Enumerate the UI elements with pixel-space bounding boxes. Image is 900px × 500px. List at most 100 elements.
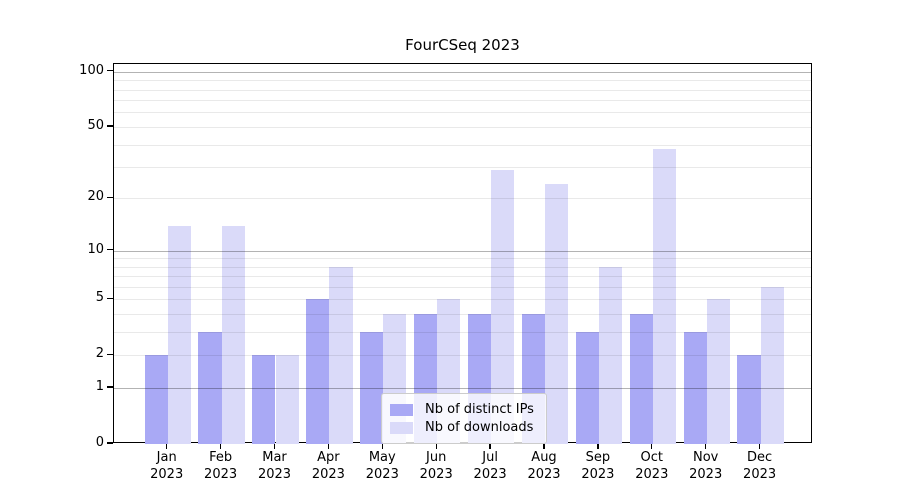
legend-label-distinct-ips: Nb of distinct IPs (425, 402, 534, 417)
bar-distinct-ips-apr (306, 299, 330, 444)
x-tick-label-jun: Jun 2023 (406, 450, 466, 483)
bar-downloads-mar (275, 355, 299, 444)
x-tick-label-dec: Dec 2023 (730, 450, 790, 483)
bar-distinct-ips-jan (144, 355, 168, 444)
gridline-minor-90 (114, 80, 811, 82)
x-tick-month-feb: Feb (209, 450, 233, 465)
y-tick-label-10: 10 (87, 241, 104, 257)
gridline-minor-6 (114, 287, 811, 289)
legend-label-downloads: Nb of downloads (425, 420, 534, 435)
legend: Nb of distinct IPs Nb of downloads (381, 393, 547, 444)
gridline-minor-7 (114, 276, 811, 278)
x-tick-dec (758, 443, 761, 449)
y-tick-label-20: 20 (87, 189, 104, 205)
x-tick-month-aug: Aug (531, 450, 557, 465)
x-tick-label-feb: Feb 2023 (191, 450, 251, 483)
gridline-minor-8 (114, 266, 811, 268)
gridline-minor-20 (114, 198, 811, 200)
chart-title: FourCSeq 2023 (405, 36, 520, 54)
bar-distinct-ips-mar (252, 355, 276, 444)
y-tick-2 (107, 353, 113, 356)
gridline-minor-4 (114, 314, 811, 316)
x-tick-year-nov: 2023 (689, 466, 723, 482)
gridline-major-10 (114, 250, 811, 252)
y-tick-label-50: 50 (87, 117, 104, 133)
x-tick-jun (435, 443, 437, 449)
y-tick-label-0: 0 (95, 435, 104, 450)
y-tick-100 (107, 70, 113, 72)
gridline-major-100 (114, 71, 811, 73)
x-tick-label-mar: Mar 2023 (245, 450, 305, 483)
x-tick-month-jan: Jan (156, 450, 177, 465)
x-tick-year-may: 2023 (365, 466, 399, 482)
x-tick-month-dec: Dec (747, 450, 773, 465)
y-tick-50 (107, 125, 113, 127)
x-tick-aug (543, 443, 545, 449)
gridline-minor-5 (114, 299, 811, 301)
x-tick-month-oct: Oct (640, 450, 664, 465)
x-tick-label-oct: Oct 2023 (622, 450, 682, 483)
plot-area: Nb of distinct IPs Nb of downloads (113, 63, 812, 444)
gridline-minor-2 (114, 355, 811, 357)
gridline-minor-70 (114, 100, 811, 102)
x-tick-label-nov: Nov 2023 (676, 450, 736, 483)
y-tick-label-5: 5 (95, 290, 104, 306)
x-tick-year-aug: 2023 (527, 466, 561, 482)
gridline-minor-9 (114, 258, 811, 260)
bar-distinct-ips-nov (683, 332, 707, 444)
x-tick-mar (273, 443, 276, 449)
bar-distinct-ips-sep (575, 332, 599, 444)
x-tick-jan (166, 443, 168, 449)
x-tick-label-may: May 2023 (352, 450, 412, 483)
x-tick-nov (705, 443, 707, 449)
x-tick-year-jan: 2023 (150, 466, 184, 482)
x-tick-jul (489, 443, 491, 449)
bar-distinct-ips-may (360, 332, 384, 444)
x-tick-year-oct: 2023 (635, 466, 669, 482)
x-tick-month-may: May (368, 450, 396, 465)
x-tick-sep (597, 443, 599, 449)
x-tick-year-jun: 2023 (419, 466, 453, 482)
y-tick-0 (107, 442, 113, 444)
gridline-major-1 (114, 388, 811, 390)
gridline-minor-40 (114, 144, 811, 146)
bar-distinct-ips-dec (737, 355, 761, 444)
bar-downloads-jul (491, 169, 515, 444)
bar-downloads-nov (706, 299, 730, 444)
x-tick-apr (327, 443, 330, 449)
bar-downloads-feb (221, 225, 245, 444)
gridline-minor-60 (114, 112, 811, 114)
x-tick-label-aug: Aug 2023 (514, 450, 574, 483)
bar-downloads-dec (760, 287, 784, 444)
x-tick-month-sep: Sep (585, 450, 611, 465)
y-tick-1 (107, 386, 113, 388)
gridline-minor-3 (114, 332, 811, 334)
x-tick-year-dec: 2023 (743, 466, 777, 482)
x-tick-month-mar: Mar (262, 450, 287, 465)
y-tick-5 (107, 297, 113, 300)
x-tick-month-nov: Nov (693, 450, 719, 465)
gridline-minor-30 (114, 167, 811, 169)
x-tick-year-sep: 2023 (581, 466, 615, 482)
bar-downloads-jan (167, 225, 191, 444)
bar-distinct-ips-oct (629, 314, 653, 444)
x-tick-may (381, 443, 383, 449)
legend-swatch-distinct-ips (390, 403, 413, 416)
x-tick-label-jul: Jul 2023 (460, 450, 520, 483)
y-tick-label-100: 100 (79, 62, 104, 78)
x-tick-feb (219, 443, 222, 449)
legend-row-distinct-ips: Nb of distinct IPs (390, 401, 537, 418)
x-tick-month-jul: Jul (482, 450, 498, 465)
x-tick-month-jun: Jun (426, 450, 447, 465)
x-tick-year-jul: 2023 (473, 466, 507, 482)
y-tick-20 (107, 196, 113, 199)
y-tick-label-1: 1 (95, 379, 104, 395)
x-tick-year-apr: 2023 (311, 466, 345, 482)
x-tick-year-feb: 2023 (204, 466, 238, 482)
bar-distinct-ips-feb (198, 332, 222, 444)
x-tick-oct (651, 443, 653, 449)
x-tick-month-apr: Apr (317, 450, 340, 465)
x-tick-label-apr: Apr 2023 (298, 450, 358, 483)
bar-downloads-oct (652, 148, 676, 444)
